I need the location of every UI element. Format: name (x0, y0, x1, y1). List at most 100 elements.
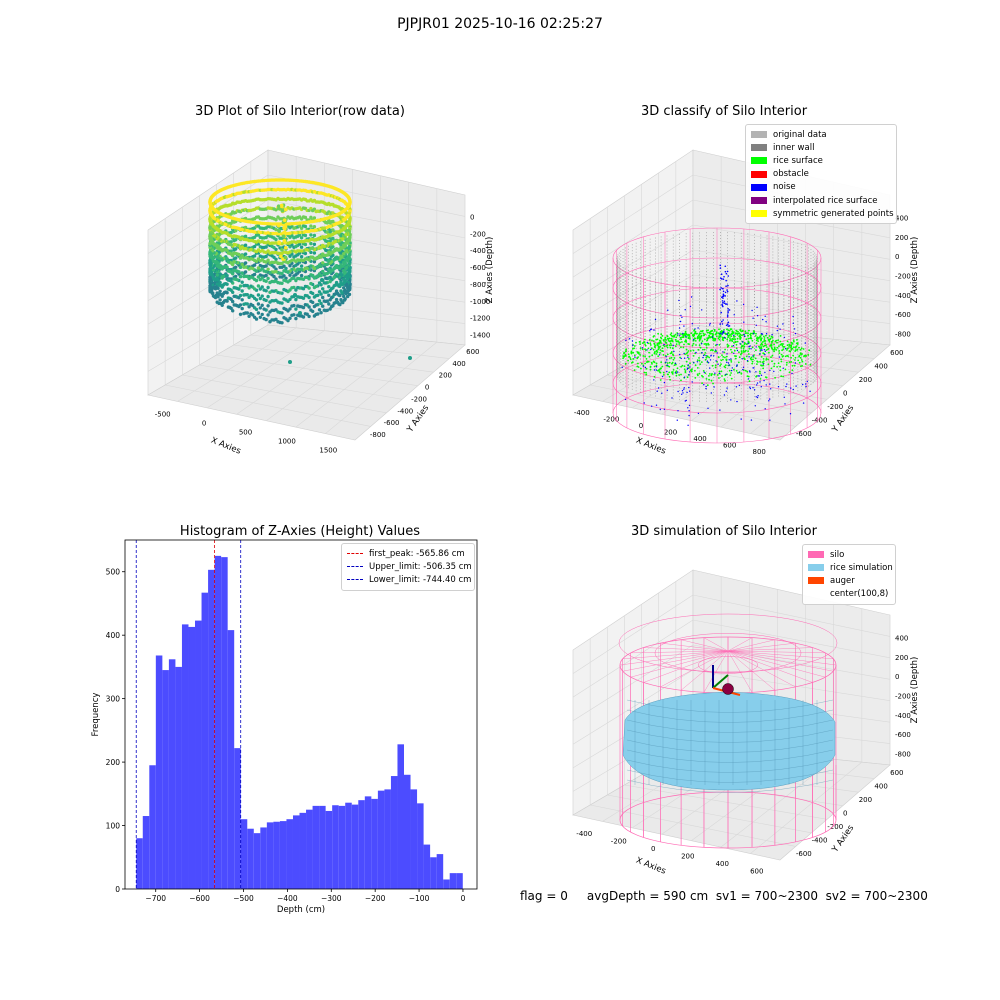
histogram-bar (319, 805, 326, 889)
grid-line (692, 224, 891, 260)
rice-surface-point (690, 332, 693, 335)
noise-point (691, 323, 693, 325)
noise-point (753, 389, 756, 391)
noise-point (749, 370, 751, 372)
rice-surface-point (750, 337, 753, 340)
data-point (283, 255, 288, 260)
noise-point (687, 407, 689, 409)
rice-surface-point (698, 372, 701, 375)
rice-surface-point (804, 363, 807, 365)
x-tick-label: -200 (603, 416, 619, 424)
noise-point (784, 403, 786, 405)
data-point (256, 311, 261, 315)
data-point (282, 218, 287, 223)
rice-surface-point (648, 355, 651, 358)
rice-surface-point (632, 351, 635, 354)
rice-surface-point (723, 329, 725, 331)
silo-roof-wire (681, 639, 729, 652)
rice-surface-point (762, 358, 765, 360)
noise-point (733, 314, 735, 316)
grid-line (607, 374, 812, 414)
z-tick-label: -800 (895, 330, 911, 338)
rice-surface-point (662, 350, 664, 353)
x-tick-label: −500 (233, 894, 254, 903)
y-tick-label: 200 (439, 372, 452, 380)
rice-surface-point (699, 332, 702, 335)
data-point (299, 236, 304, 240)
histogram-bar (417, 803, 424, 889)
rice-surface-point (679, 356, 681, 359)
rice-surface-point (622, 357, 624, 360)
histogram-bar (390, 776, 398, 889)
y-tick-label: -400 (812, 417, 828, 425)
z-axis-label: Z Axies (Depth) (910, 237, 920, 304)
data-point (243, 261, 248, 265)
legend-entry: Lower_limit: -744.40 cm (347, 573, 471, 586)
silo-roof-wire (643, 647, 729, 652)
noise-point (725, 279, 727, 282)
noise-point (703, 371, 705, 373)
legend-entry: symmetric generated points (751, 207, 894, 220)
noise-point (783, 336, 786, 339)
rice-surface-point (727, 334, 729, 337)
noise-point (672, 344, 674, 347)
rice-surface-point (639, 343, 641, 345)
data-point (208, 254, 212, 258)
z-tick-label: 0 (470, 213, 474, 221)
noise-point (683, 376, 686, 378)
rice-surface-point (788, 350, 791, 352)
noise-point (715, 360, 717, 362)
rice-surface-point (715, 335, 718, 338)
rice-surface-point (786, 354, 788, 357)
data-point (309, 290, 313, 295)
rice-surface-point (738, 351, 740, 354)
rice-surface-point (780, 353, 783, 356)
rice-surface-point (745, 338, 748, 341)
rice-surface-point (627, 353, 630, 356)
noise-point (631, 340, 634, 342)
rice-surface-point (668, 375, 671, 378)
data-point (266, 285, 270, 290)
noise-point (689, 305, 692, 308)
data-point (256, 275, 261, 279)
legend-entry: noise (751, 181, 891, 194)
rice-surface-point (739, 333, 742, 336)
noise-point (681, 390, 684, 392)
noise-point (755, 346, 757, 348)
data-point (339, 254, 343, 258)
noise-point (689, 390, 691, 392)
z-tick-label: -200 (895, 273, 911, 281)
rice-surface-point (740, 372, 743, 375)
data-point (249, 312, 253, 316)
noise-point (786, 383, 788, 385)
histogram-bar (149, 765, 156, 889)
noise-point (720, 296, 723, 299)
rice-surface-point (653, 345, 656, 348)
rice-surface-point (653, 352, 656, 355)
y-tick-label: 0 (115, 885, 120, 894)
rice-surface-point (736, 372, 739, 374)
noise-point (680, 357, 682, 360)
grid-line (199, 364, 403, 400)
noise-point (763, 379, 765, 382)
rice-surface-point (718, 377, 720, 379)
grid-line (325, 341, 438, 434)
data-point (303, 242, 308, 247)
data-point (331, 228, 335, 232)
data-point (256, 284, 261, 288)
legend-swatch (808, 577, 824, 585)
rice-surface-point (644, 338, 646, 341)
data-point (231, 309, 235, 313)
rice-surface-point (712, 382, 714, 385)
data-point (317, 281, 322, 285)
rice-surface-point (630, 350, 633, 353)
rice-surface-point (782, 345, 785, 348)
noise-point (726, 333, 728, 335)
data-point (238, 274, 243, 279)
data-point (303, 251, 308, 256)
rice-surface-point (722, 337, 724, 340)
noise-point (721, 320, 723, 323)
rice-surface-point (765, 359, 768, 361)
rice-surface-point (719, 335, 722, 338)
rice-surface-point (724, 348, 726, 351)
